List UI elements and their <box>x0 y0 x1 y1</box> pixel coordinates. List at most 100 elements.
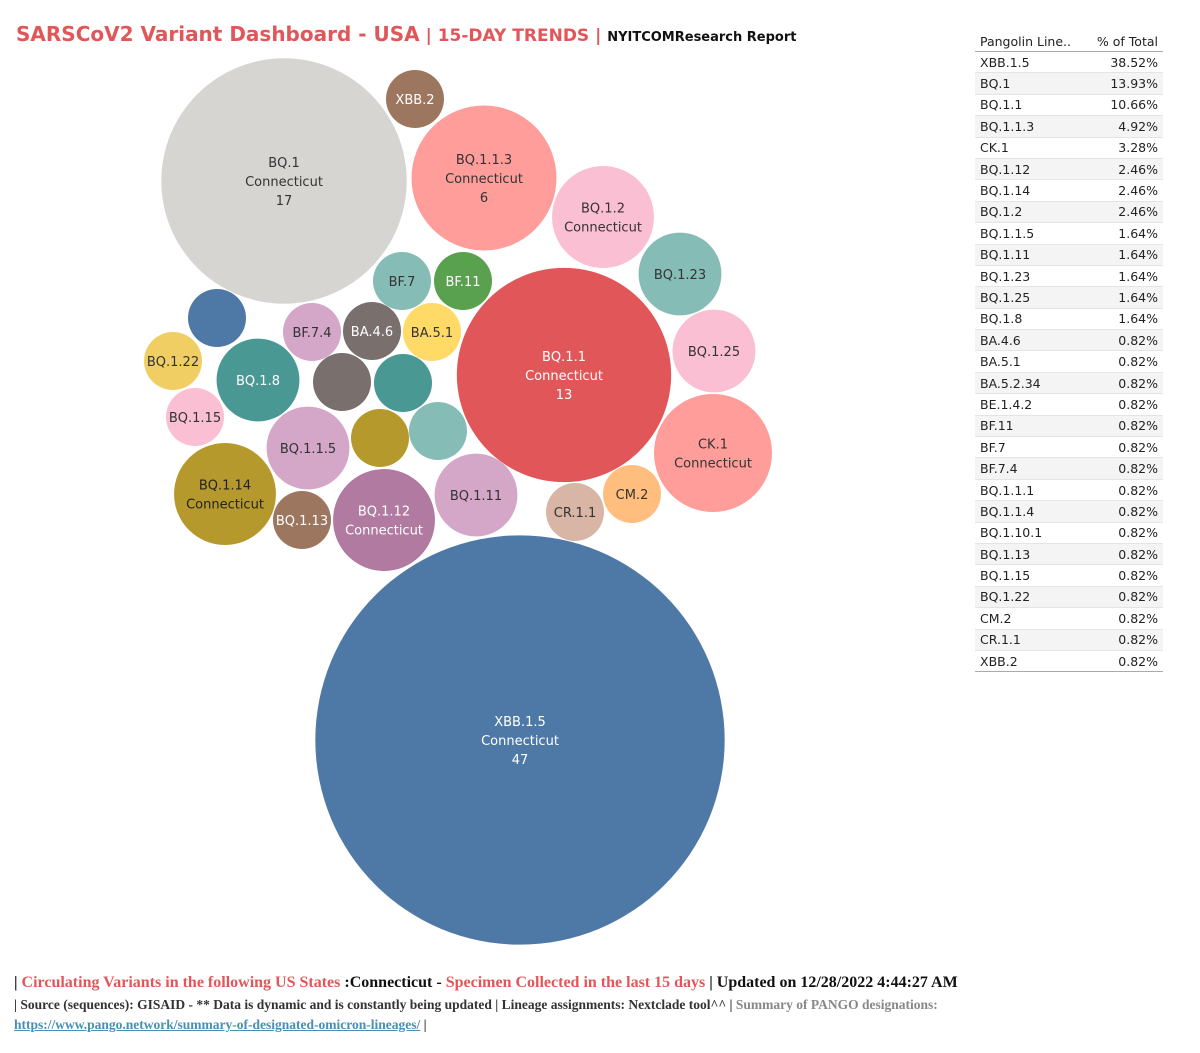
bubble-circle[interactable] <box>434 453 518 537</box>
table-row[interactable]: BQ.1.22 0.82% <box>975 586 1163 609</box>
table-row[interactable]: BQ.1.8 1.64% <box>975 308 1163 331</box>
table-row[interactable]: BQ.1.1.4 0.82% <box>975 500 1163 523</box>
bubble-bq-1-1[interactable]: BQ.1.1 Connecticut 13 <box>456 267 672 483</box>
bubble-circle[interactable] <box>672 309 756 393</box>
bubble-circle[interactable] <box>403 303 461 361</box>
pango-link[interactable]: https://www.pango.network/summary-of-des… <box>14 1017 421 1032</box>
bubble-bq-1[interactable]: BQ.1 Connecticut 17 <box>161 58 407 304</box>
bubble-circle[interactable] <box>174 443 276 545</box>
bubble-bq-1-11[interactable]: BQ.1.11 <box>434 453 518 537</box>
bubble-circle[interactable] <box>638 232 722 316</box>
bubble-bq-1-1-5[interactable]: BQ.1.1.5 <box>266 406 350 490</box>
table-row[interactable]: BQ.1.1.3 4.92% <box>975 115 1163 138</box>
table-row[interactable]: BQ.1 13.93% <box>975 72 1163 95</box>
table-row[interactable]: BQ.1.14 2.46% <box>975 179 1163 202</box>
bubble-bq-1-1-3[interactable]: BQ.1.1.3 Connecticut 6 <box>411 105 557 251</box>
bubble-cm-2[interactable]: CM.2 <box>603 465 661 523</box>
bubble-circle[interactable] <box>434 252 492 310</box>
bubble-unlabeled[interactable] <box>409 402 467 460</box>
bubble-circle[interactable] <box>373 252 431 310</box>
bubble-xbb-1-5[interactable]: XBB.1.5 Connecticut 47 <box>315 535 725 945</box>
bubble-circle[interactable] <box>161 58 407 304</box>
table-row[interactable]: CM.2 0.82% <box>975 607 1163 630</box>
bubble-circle[interactable] <box>273 491 331 549</box>
bubble-bq-1-22[interactable]: BQ.1.22 <box>144 332 202 390</box>
bubble-unlabeled[interactable] <box>188 289 246 347</box>
title-separator: | <box>589 26 608 46</box>
bubble-bq-1-25[interactable]: BQ.1.25 <box>672 309 756 393</box>
table-row[interactable]: XBB.2 0.82% <box>975 650 1163 673</box>
bubble-bf-7[interactable]: BF.7 <box>373 252 431 310</box>
bubble-ba-5-1[interactable]: BA.5.1 <box>403 303 461 361</box>
bubble-circle[interactable] <box>374 354 432 412</box>
bubble-bq-1-13[interactable]: BQ.1.13 <box>273 491 331 549</box>
table-row[interactable]: BQ.1.23 1.64% <box>975 265 1163 288</box>
table-row[interactable]: BA.5.1 0.82% <box>975 350 1163 373</box>
bubble-bq-1-23[interactable]: BQ.1.23 <box>638 232 722 316</box>
table-row[interactable]: BQ.1.15 0.82% <box>975 564 1163 587</box>
bubble-circle[interactable] <box>351 409 409 467</box>
bubble-circle[interactable] <box>313 353 371 411</box>
column-header-pct[interactable]: % of Total <box>1085 31 1163 52</box>
bubble-bq-1-2[interactable]: BQ.1.2 Connecticut <box>552 166 654 268</box>
bubble-bq-1-8[interactable]: BQ.1.8 <box>216 338 300 422</box>
table-row[interactable]: BQ.1.11 1.64% <box>975 244 1163 266</box>
bubble-circle[interactable] <box>409 402 467 460</box>
table-cell-pct: 13.93% <box>1085 72 1163 95</box>
bubble-circle[interactable] <box>315 535 725 945</box>
bubble-circle[interactable] <box>411 105 557 251</box>
bubble-circle[interactable] <box>603 465 661 523</box>
bubble-circle[interactable] <box>552 166 654 268</box>
bubble-ck-1[interactable]: CK.1 Connecticut <box>654 394 772 512</box>
bubble-bq-1-14[interactable]: BQ.1.14 Connecticut <box>174 443 276 545</box>
lineage-percentage-table: Pangolin Line.. % of Total XBB.1.5 38.52%… <box>975 31 1163 673</box>
bubble-circle[interactable] <box>333 469 435 571</box>
bubble-ba-4-6[interactable]: BA.4.6 <box>343 302 401 360</box>
table-row[interactable]: BQ.1.1.5 1.64% <box>975 222 1163 245</box>
table-row[interactable]: BA.4.6 0.82% <box>975 329 1163 352</box>
table-row[interactable]: BA.5.2.34 0.82% <box>975 372 1163 395</box>
bubble-unlabeled[interactable] <box>374 354 432 412</box>
table-row[interactable]: BF.11 0.82% <box>975 415 1163 438</box>
bubble-circle[interactable] <box>166 388 224 446</box>
report-label: NYITCOMResearch Report <box>607 30 797 45</box>
bubble-label-lineage: BQ.1 <box>268 156 300 171</box>
bubble-circle[interactable] <box>456 267 672 483</box>
table-row[interactable]: BF.7.4 0.82% <box>975 457 1163 480</box>
bubble-circle[interactable] <box>546 483 604 541</box>
table-cell-pct: 3.28% <box>1085 137 1163 159</box>
table-row[interactable]: CK.1 3.28% <box>975 137 1163 159</box>
bubble-bf-11[interactable]: BF.11 <box>434 252 492 310</box>
bubble-circle[interactable] <box>188 289 246 347</box>
table-row[interactable]: BQ.1.25 1.64% <box>975 286 1163 309</box>
table-row[interactable]: CR.1.1 0.82% <box>975 629 1163 651</box>
table-row[interactable]: BE.1.4.2 0.82% <box>975 393 1163 416</box>
bubble-circle[interactable] <box>343 302 401 360</box>
bubble-bf-7-4[interactable]: BF.7.4 <box>283 303 341 361</box>
bubble-circle[interactable] <box>386 70 444 128</box>
bubble-circle[interactable] <box>654 394 772 512</box>
bubble-unlabeled[interactable] <box>313 353 371 411</box>
table-row[interactable]: BQ.1.13 0.82% <box>975 543 1163 566</box>
bubble-circle[interactable] <box>283 303 341 361</box>
table-row[interactable]: BQ.1.1.1 0.82% <box>975 479 1163 502</box>
table-cell-pct: 0.82% <box>1085 457 1163 480</box>
bubble-cr-1-1[interactable]: CR.1.1 <box>546 483 604 541</box>
table-row[interactable]: BF.7 0.82% <box>975 436 1163 459</box>
bubble-unlabeled[interactable] <box>351 409 409 467</box>
table-row[interactable]: BQ.1.12 2.46% <box>975 158 1163 181</box>
bubble-label-count: 6 <box>480 191 488 206</box>
table-row[interactable]: BQ.1.10.1 0.82% <box>975 522 1163 544</box>
bubble-circle[interactable] <box>216 338 300 422</box>
table-row[interactable]: BQ.1.2 2.46% <box>975 201 1163 224</box>
table-body: XBB.1.5 38.52% BQ.1 13.93% BQ.1.1 10.66% BQ.1.… <box>975 51 1163 673</box>
bubble-circle[interactable] <box>144 332 202 390</box>
table-row[interactable]: XBB.1.5 38.52% <box>975 51 1163 74</box>
bubble-bq-1-12[interactable]: BQ.1.12 Connecticut <box>333 469 435 571</box>
footer-end-pipe: | <box>420 1017 427 1032</box>
column-header-lineage[interactable]: Pangolin Line.. <box>975 31 1086 52</box>
bubble-xbb-2[interactable]: XBB.2 <box>386 70 444 128</box>
bubble-circle[interactable] <box>266 406 350 490</box>
bubble-bq-1-15[interactable]: BQ.1.15 <box>166 388 224 446</box>
table-row[interactable]: BQ.1.1 10.66% <box>975 94 1163 117</box>
